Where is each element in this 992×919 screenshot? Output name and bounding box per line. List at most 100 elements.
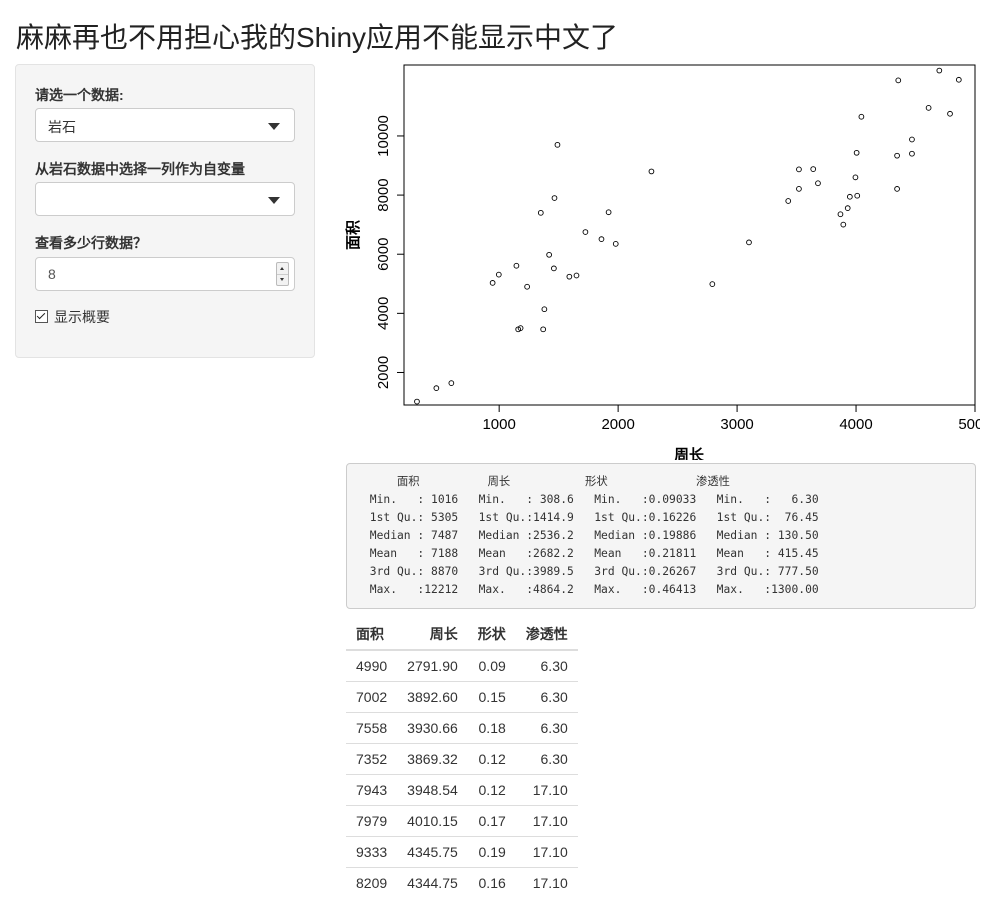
data-point	[858, 113, 865, 120]
data-point	[537, 209, 544, 216]
scatter-plot: 1000 2000 3000 4000 5000 2000 4000 6000 8000 100…	[344, 64, 980, 460]
chevron-down-icon	[268, 197, 280, 204]
table-row: 9333 4345.75 0.19 17.10	[346, 836, 578, 868]
spin-up-icon[interactable]	[277, 263, 288, 275]
number-spinner[interactable]	[276, 262, 289, 286]
spin-down-icon[interactable]	[277, 274, 288, 285]
rows-number-input[interactable]: 8	[35, 257, 295, 291]
data-point	[414, 398, 420, 405]
table-cell: 0.12	[467, 774, 516, 806]
table-cell: 3948.54	[397, 774, 468, 806]
table-cell: 17.10	[515, 836, 578, 868]
rows-input-value: 8	[48, 266, 56, 282]
data-point	[709, 281, 716, 287]
data-point	[648, 168, 655, 175]
y-tick-label: 6000	[375, 238, 392, 271]
dataset-select[interactable]: 岩石	[35, 108, 295, 142]
x-tick-label: 5000	[958, 416, 980, 433]
data-point	[554, 141, 561, 148]
y-tick-label: 10000	[375, 115, 392, 157]
summary-text: 面积 周长 形状 渗透性 Min. : 1016 Min. : 308.6 Mi…	[369, 475, 819, 596]
table-cell: 6.30	[515, 681, 578, 713]
x-tick-label: 1000	[482, 416, 515, 433]
table-cell: 3930.66	[397, 712, 468, 744]
table-cell: 8209	[346, 867, 398, 898]
table-row: 7352 3869.32 0.12 6.30	[346, 743, 578, 775]
column-header: 渗透性	[515, 619, 578, 651]
checkbox-checked-icon[interactable]	[35, 310, 48, 323]
variable-select[interactable]	[35, 182, 295, 216]
data-point	[433, 385, 440, 391]
table-row: 7979 4010.15 0.17 17.10	[346, 805, 578, 837]
x-tick-label: 4000	[839, 416, 872, 433]
table-row: 4990 2791.90 0.09 6.30	[346, 650, 578, 682]
table-row: 7943 3948.54 0.12 17.10	[346, 774, 578, 806]
data-point	[524, 283, 530, 290]
table-cell: 9333	[346, 836, 398, 868]
summary-checkbox-label: 显示概要	[54, 309, 110, 325]
data-point	[909, 136, 915, 143]
sidebar-panel: 请选一个数据: 岩石 从岩石数据中选择一列作为自变量 查看多少行数据？ 8 显示…	[15, 64, 315, 358]
data-point	[573, 272, 580, 279]
data-point	[796, 166, 802, 173]
table-cell: 4345.75	[397, 836, 468, 868]
table-cell: 0.16	[467, 867, 516, 898]
data-point	[566, 273, 573, 280]
data-points	[414, 67, 962, 405]
table-cell: 7979	[346, 805, 398, 837]
data-point	[541, 306, 548, 313]
table-cell: 0.09	[478, 658, 506, 674]
table-cell: 0.19	[467, 836, 516, 868]
table-cell: 3869.32	[397, 743, 468, 775]
data-point	[495, 271, 502, 278]
dataset-label: 请选一个数据:	[35, 87, 124, 103]
data-point	[810, 166, 817, 172]
table-cell: 7002	[346, 681, 398, 713]
chevron-down-icon	[268, 123, 280, 130]
x-tick-label: 3000	[720, 416, 753, 433]
dataset-select-value: 岩石	[48, 119, 76, 135]
table-cell: 3892.60	[397, 681, 468, 713]
table-cell: 6.30	[515, 743, 578, 775]
column-header: 形状	[467, 619, 516, 651]
data-point	[551, 265, 557, 272]
table-cell: 17.10	[515, 867, 578, 898]
table-cell: 7352	[346, 743, 398, 775]
table-cell: 4990	[356, 658, 388, 674]
table-cell: 6.30	[515, 712, 578, 744]
column-header: 面积	[346, 619, 398, 651]
x-axis: 1000 2000 3000 4000 5000	[482, 405, 980, 433]
data-point	[785, 198, 792, 204]
table-cell: 7943	[346, 774, 398, 806]
table-cell: 0.15	[467, 681, 516, 713]
plot-frame	[403, 64, 976, 406]
data-point	[955, 76, 962, 83]
data-point	[895, 77, 902, 84]
y-tick-label: 2000	[375, 356, 392, 389]
data-point	[894, 152, 900, 159]
table-row: 8209 4344.75 0.16 17.10	[346, 867, 578, 898]
table-cell: 17.10	[515, 774, 578, 806]
data-point	[796, 186, 802, 192]
data-point	[746, 239, 752, 246]
table-row: 7558 3930.66 0.18 6.30	[346, 712, 578, 744]
data-point	[853, 149, 860, 156]
data-point	[489, 280, 496, 286]
data-point	[582, 229, 589, 235]
table-cell: 6.30	[540, 658, 568, 674]
data-table: 面积 周长 形状 渗透性 4990 2791.90 0.09 6.30 7002 3892.60…	[346, 619, 578, 898]
data-point	[909, 150, 915, 157]
data-point	[852, 174, 859, 181]
y-tick-label: 8000	[375, 178, 392, 211]
table-cell: 0.12	[467, 743, 516, 775]
summary-checkbox[interactable]: 显示概要	[35, 307, 110, 327]
table-cell: 0.17	[467, 805, 516, 837]
data-point	[448, 380, 455, 386]
variable-label: 从岩石数据中选择一列作为自变量	[35, 161, 245, 177]
data-point	[598, 236, 605, 242]
table-row: 7002 3892.60 0.15 6.30	[346, 681, 578, 713]
data-point	[854, 192, 861, 199]
y-axis: 2000 4000 6000 8000 10000	[375, 115, 404, 389]
data-point	[546, 251, 552, 258]
x-axis-label: 周长	[674, 446, 705, 460]
